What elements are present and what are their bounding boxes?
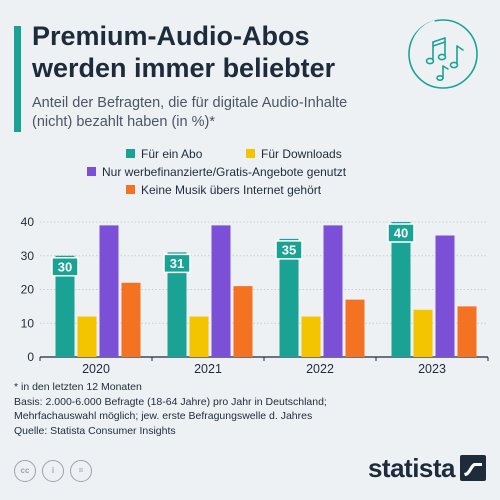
x-tick-label: 2023 [418,362,446,376]
statista-logo-icon [460,455,486,481]
attribution-icon[interactable]: i [42,460,64,482]
bar [121,282,141,357]
legend-swatch-gratis [87,167,96,177]
bar [55,255,75,357]
bar [211,225,231,357]
legend-label-gratis: Nur werbefinanzierte/Gratis-Angebote gen… [102,165,347,179]
legend-item-keine: Keine Musik übers Internet gehört [126,182,321,198]
y-tick-label: 10 [21,316,35,330]
y-tick-label: 20 [21,283,35,297]
music-notes-icon [408,19,478,89]
bar-chart: 0 10 20 30 40 30 2020 31 2021 35 2022 40 2023 [21,215,489,376]
bar [323,225,343,357]
y-tick-label: 30 [21,249,35,263]
bar [345,299,365,357]
bar [77,316,97,357]
footnotes: * in den letzten 12 Monaten Basis: 2.000… [14,380,484,438]
bar [457,306,477,357]
license-icons: cc i = [14,460,104,484]
footnote-multiple-choice: Mehrfachauswahl möglich; jew. erste Befr… [14,410,313,422]
bar [233,286,253,357]
y-tick-label: 0 [27,350,34,364]
bar [279,238,299,357]
bar [413,309,433,357]
data-label-box [275,240,303,260]
subtitle-line-1: Anteil der Befragten, die für digitale A… [32,95,348,111]
legend-item-gratis: Nur werbefinanzierte/Gratis-Angebote gen… [87,164,346,180]
legend-item-abo: Für ein Abo [126,146,202,162]
bar [435,235,455,357]
footnote-asterisk: * in den letzten 12 Monaten [14,381,142,393]
data-label: 35 [282,242,296,257]
legend-label-downloads: Für Downloads [261,147,342,161]
footnote-basis: Basis: 2.000-6.000 Befragte (18-64 Jahre… [14,395,327,408]
legend-item-downloads: Für Downloads [246,146,342,162]
legend-label-keine: Keine Musik übers Internet gehört [141,183,322,197]
title-line-2: werden immer beliebter [32,53,336,83]
legend-swatch-keine [126,185,135,195]
subtitle: Anteil der Befragten, die für digitale A… [32,94,412,132]
cc-icon[interactable]: cc [14,460,36,482]
logo-text: statista [367,452,456,483]
x-tick-label: 2020 [82,362,110,376]
y-tick-label: 40 [21,215,35,229]
bar [301,316,321,357]
data-label-box [163,253,191,274]
bar [391,222,411,357]
statista-logo[interactable]: statista [368,452,486,484]
footnote-source: Quelle: Statista Consumer Insights [14,424,176,437]
bar [99,225,119,357]
no-derivatives-icon[interactable]: = [70,460,92,482]
data-label-box [51,257,79,277]
data-label: 30 [58,259,72,274]
accent-bar [14,26,21,132]
bar [189,316,209,357]
x-tick-label: 2021 [194,362,222,376]
bar [167,252,187,357]
x-tick-label: 2022 [306,362,334,376]
data-label: 40 [394,226,408,241]
data-label: 31 [170,256,184,271]
page-title: Premium-Audio-Abos werden immer beliebte… [32,20,372,84]
legend-label-abo: Für ein Abo [141,147,203,161]
data-label-box [387,223,415,243]
legend-swatch-abo [126,149,135,159]
title-line-1: Premium-Audio-Abos [32,21,310,51]
subtitle-line-2: (nicht) bezahlt haben (in %)* [32,114,215,130]
legend-swatch-downloads [246,149,255,159]
